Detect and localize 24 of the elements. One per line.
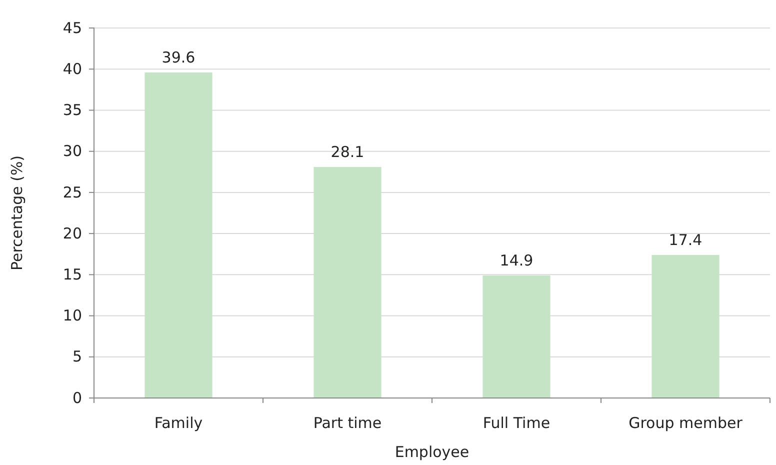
data-label: 17.4 (668, 230, 702, 249)
x-tick-label: Part time (313, 414, 382, 432)
bar (144, 72, 212, 398)
y-tick-label: 10 (62, 306, 82, 325)
y-tick-label: 45 (62, 18, 82, 37)
y-axis-title: Percentage (%) (8, 155, 26, 271)
x-tick-label: Family (154, 414, 203, 432)
y-tick-label: 5 (72, 348, 82, 366)
x-tick-label: Full Time (482, 414, 550, 432)
data-label: 14.9 (500, 251, 534, 270)
y-tick-label: 20 (62, 224, 82, 242)
y-tick-label: 35 (62, 101, 82, 120)
bar (652, 254, 720, 398)
y-tick-label: 30 (62, 142, 82, 160)
bar (314, 166, 382, 398)
bar (482, 275, 550, 398)
y-tick-label: 15 (62, 265, 82, 284)
data-label: 39.6 (162, 48, 196, 66)
y-tick-label: 40 (62, 60, 82, 78)
x-tick-label: Group member (628, 414, 744, 432)
data-label: 28.1 (330, 142, 364, 161)
y-tick-label: 0 (72, 388, 82, 407)
x-axis-title: Employee (394, 443, 470, 461)
y-tick-label: 25 (62, 183, 82, 202)
